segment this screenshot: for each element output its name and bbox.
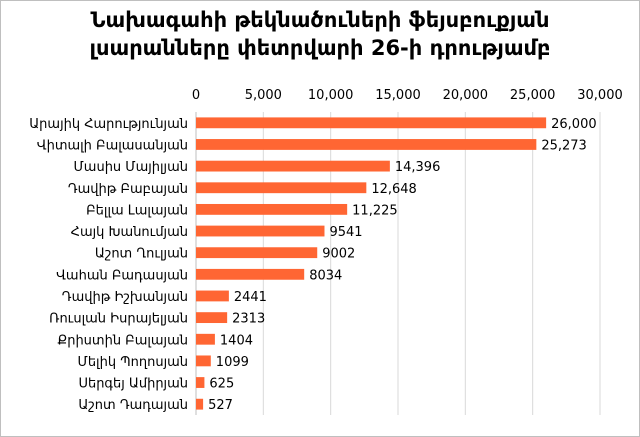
category-label: Դավիթ Բաբայան bbox=[68, 182, 188, 197]
x-tick-label: 15,000 bbox=[375, 88, 421, 103]
data-label: 1099 bbox=[216, 355, 249, 370]
data-label: 9002 bbox=[322, 247, 355, 262]
data-label: 12,648 bbox=[371, 182, 417, 197]
data-label: 625 bbox=[209, 377, 234, 392]
chart-title: Նախագահի թեկնածուների ֆեյսբուքյան լսարան… bbox=[0, 6, 640, 62]
category-label: Քրիստին Բալայան bbox=[57, 333, 188, 348]
category-label: Հայկ Խանումյան bbox=[71, 225, 188, 240]
bar bbox=[196, 247, 318, 259]
category-label: Սերգեյ Ամիրյան bbox=[78, 377, 188, 392]
data-label: 1404 bbox=[220, 333, 253, 348]
category-label: Վահան Բադասյան bbox=[56, 268, 188, 283]
x-tick-label: 10,000 bbox=[308, 88, 354, 103]
data-label: 14,396 bbox=[395, 160, 441, 175]
category-label: Աշոտ Դադայան bbox=[78, 398, 188, 413]
bar bbox=[196, 290, 229, 302]
bar bbox=[196, 268, 305, 280]
chart-title-line-1: Նախագահի թեկնածուների ֆեյսբուքյան bbox=[90, 8, 550, 32]
data-label: 9541 bbox=[329, 225, 362, 240]
category-label: Դավիթ Իշխանյան bbox=[62, 290, 188, 305]
category-label: Մելիկ Պողոսյան bbox=[78, 355, 188, 370]
category-label: Ռուսլան Իսրայելյան bbox=[49, 312, 188, 327]
category-label: Աշոտ Ղուլյան bbox=[95, 247, 188, 262]
x-tick-label: 25,000 bbox=[510, 88, 556, 103]
bar bbox=[196, 377, 205, 388]
bar bbox=[196, 333, 215, 345]
data-label: 2313 bbox=[232, 312, 265, 327]
data-label: 25,273 bbox=[541, 138, 587, 153]
x-tick-label: 30,000 bbox=[577, 88, 623, 103]
data-label: 11,225 bbox=[352, 203, 398, 218]
category-label: Բելլա Լալայան bbox=[86, 203, 188, 218]
x-tick-label: 0 bbox=[192, 88, 200, 103]
category-label: Վիտալի Բալասանյան bbox=[37, 138, 188, 153]
bar bbox=[196, 355, 211, 367]
bar bbox=[196, 139, 537, 150]
data-label: 26,000 bbox=[551, 117, 597, 132]
bar bbox=[196, 225, 325, 237]
bar bbox=[196, 203, 348, 215]
bar bbox=[196, 117, 547, 129]
x-tick-label: 5,000 bbox=[245, 88, 282, 103]
category-label: Մասիս Մայիլյան bbox=[74, 160, 189, 175]
bar bbox=[196, 160, 390, 172]
chart-title-line-2: լսարանները փետրվարի 26-ի դրությամբ bbox=[89, 36, 551, 60]
data-label: 2441 bbox=[234, 290, 267, 305]
bar bbox=[196, 182, 367, 194]
data-label: 8034 bbox=[309, 268, 342, 283]
x-tick-label: 20,000 bbox=[443, 88, 489, 103]
category-label: Արայիկ Հարությունյան bbox=[29, 117, 188, 132]
bar bbox=[196, 398, 204, 410]
data-label: 527 bbox=[208, 398, 233, 413]
bar bbox=[196, 312, 228, 324]
